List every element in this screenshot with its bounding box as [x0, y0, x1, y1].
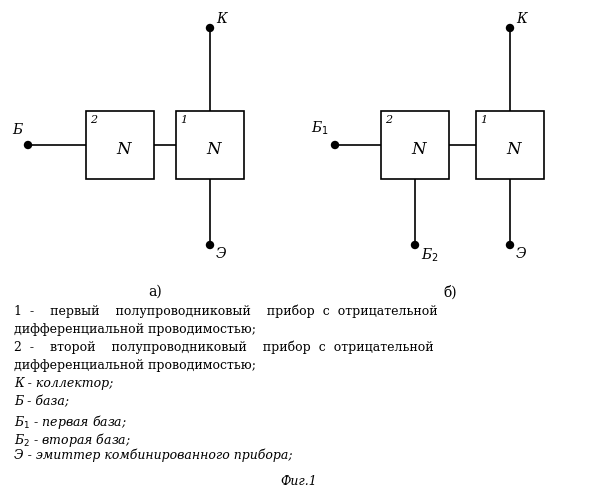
Text: 2: 2	[90, 115, 97, 125]
Text: Э: Э	[516, 247, 527, 261]
Text: Б$_1$: Б$_1$	[311, 120, 329, 137]
Circle shape	[207, 242, 213, 248]
Circle shape	[507, 24, 513, 32]
Bar	[381, 111, 449, 179]
Text: N: N	[117, 140, 131, 158]
Text: Б - база;: Б - база;	[14, 395, 69, 408]
Text: К - коллектор;: К - коллектор;	[14, 377, 113, 390]
Circle shape	[331, 142, 338, 148]
Text: Фиг.1: Фиг.1	[280, 475, 317, 488]
Text: Б$_1$ - первая база;: Б$_1$ - первая база;	[14, 413, 127, 431]
Bar	[476, 111, 544, 179]
Text: Б: Б	[12, 123, 22, 137]
Circle shape	[507, 242, 513, 248]
Bar	[86, 111, 154, 179]
Text: 1: 1	[180, 115, 187, 125]
Text: Б$_2$: Б$_2$	[421, 247, 439, 264]
Circle shape	[207, 24, 213, 32]
Text: б): б)	[443, 285, 457, 300]
Text: N: N	[412, 140, 426, 158]
Text: 2: 2	[385, 115, 392, 125]
Text: 1: 1	[480, 115, 487, 125]
Text: N: N	[507, 140, 521, 158]
Text: дифференциальной проводимостью;: дифференциальной проводимостью;	[14, 359, 256, 372]
Circle shape	[412, 242, 419, 248]
Bar	[176, 111, 244, 179]
Text: дифференциальной проводимостью;: дифференциальной проводимостью;	[14, 323, 256, 336]
Text: Э - эмиттер комбинированного прибора;: Э - эмиттер комбинированного прибора;	[14, 449, 293, 462]
Text: а): а)	[148, 285, 162, 299]
Text: Э: Э	[216, 247, 226, 261]
Text: 1  -    первый    полупроводниковый    прибор  с  отрицательной: 1 - первый полупроводниковый прибор с от…	[14, 305, 438, 318]
Text: К: К	[216, 12, 227, 26]
Text: К: К	[516, 12, 527, 26]
Circle shape	[25, 142, 32, 148]
Text: Б$_2$ - вторая база;: Б$_2$ - вторая база;	[14, 431, 131, 449]
Text: N: N	[207, 140, 221, 158]
Text: 2  -    второй    полупроводниковый    прибор  с  отрицательной: 2 - второй полупроводниковый прибор с от…	[14, 341, 434, 354]
